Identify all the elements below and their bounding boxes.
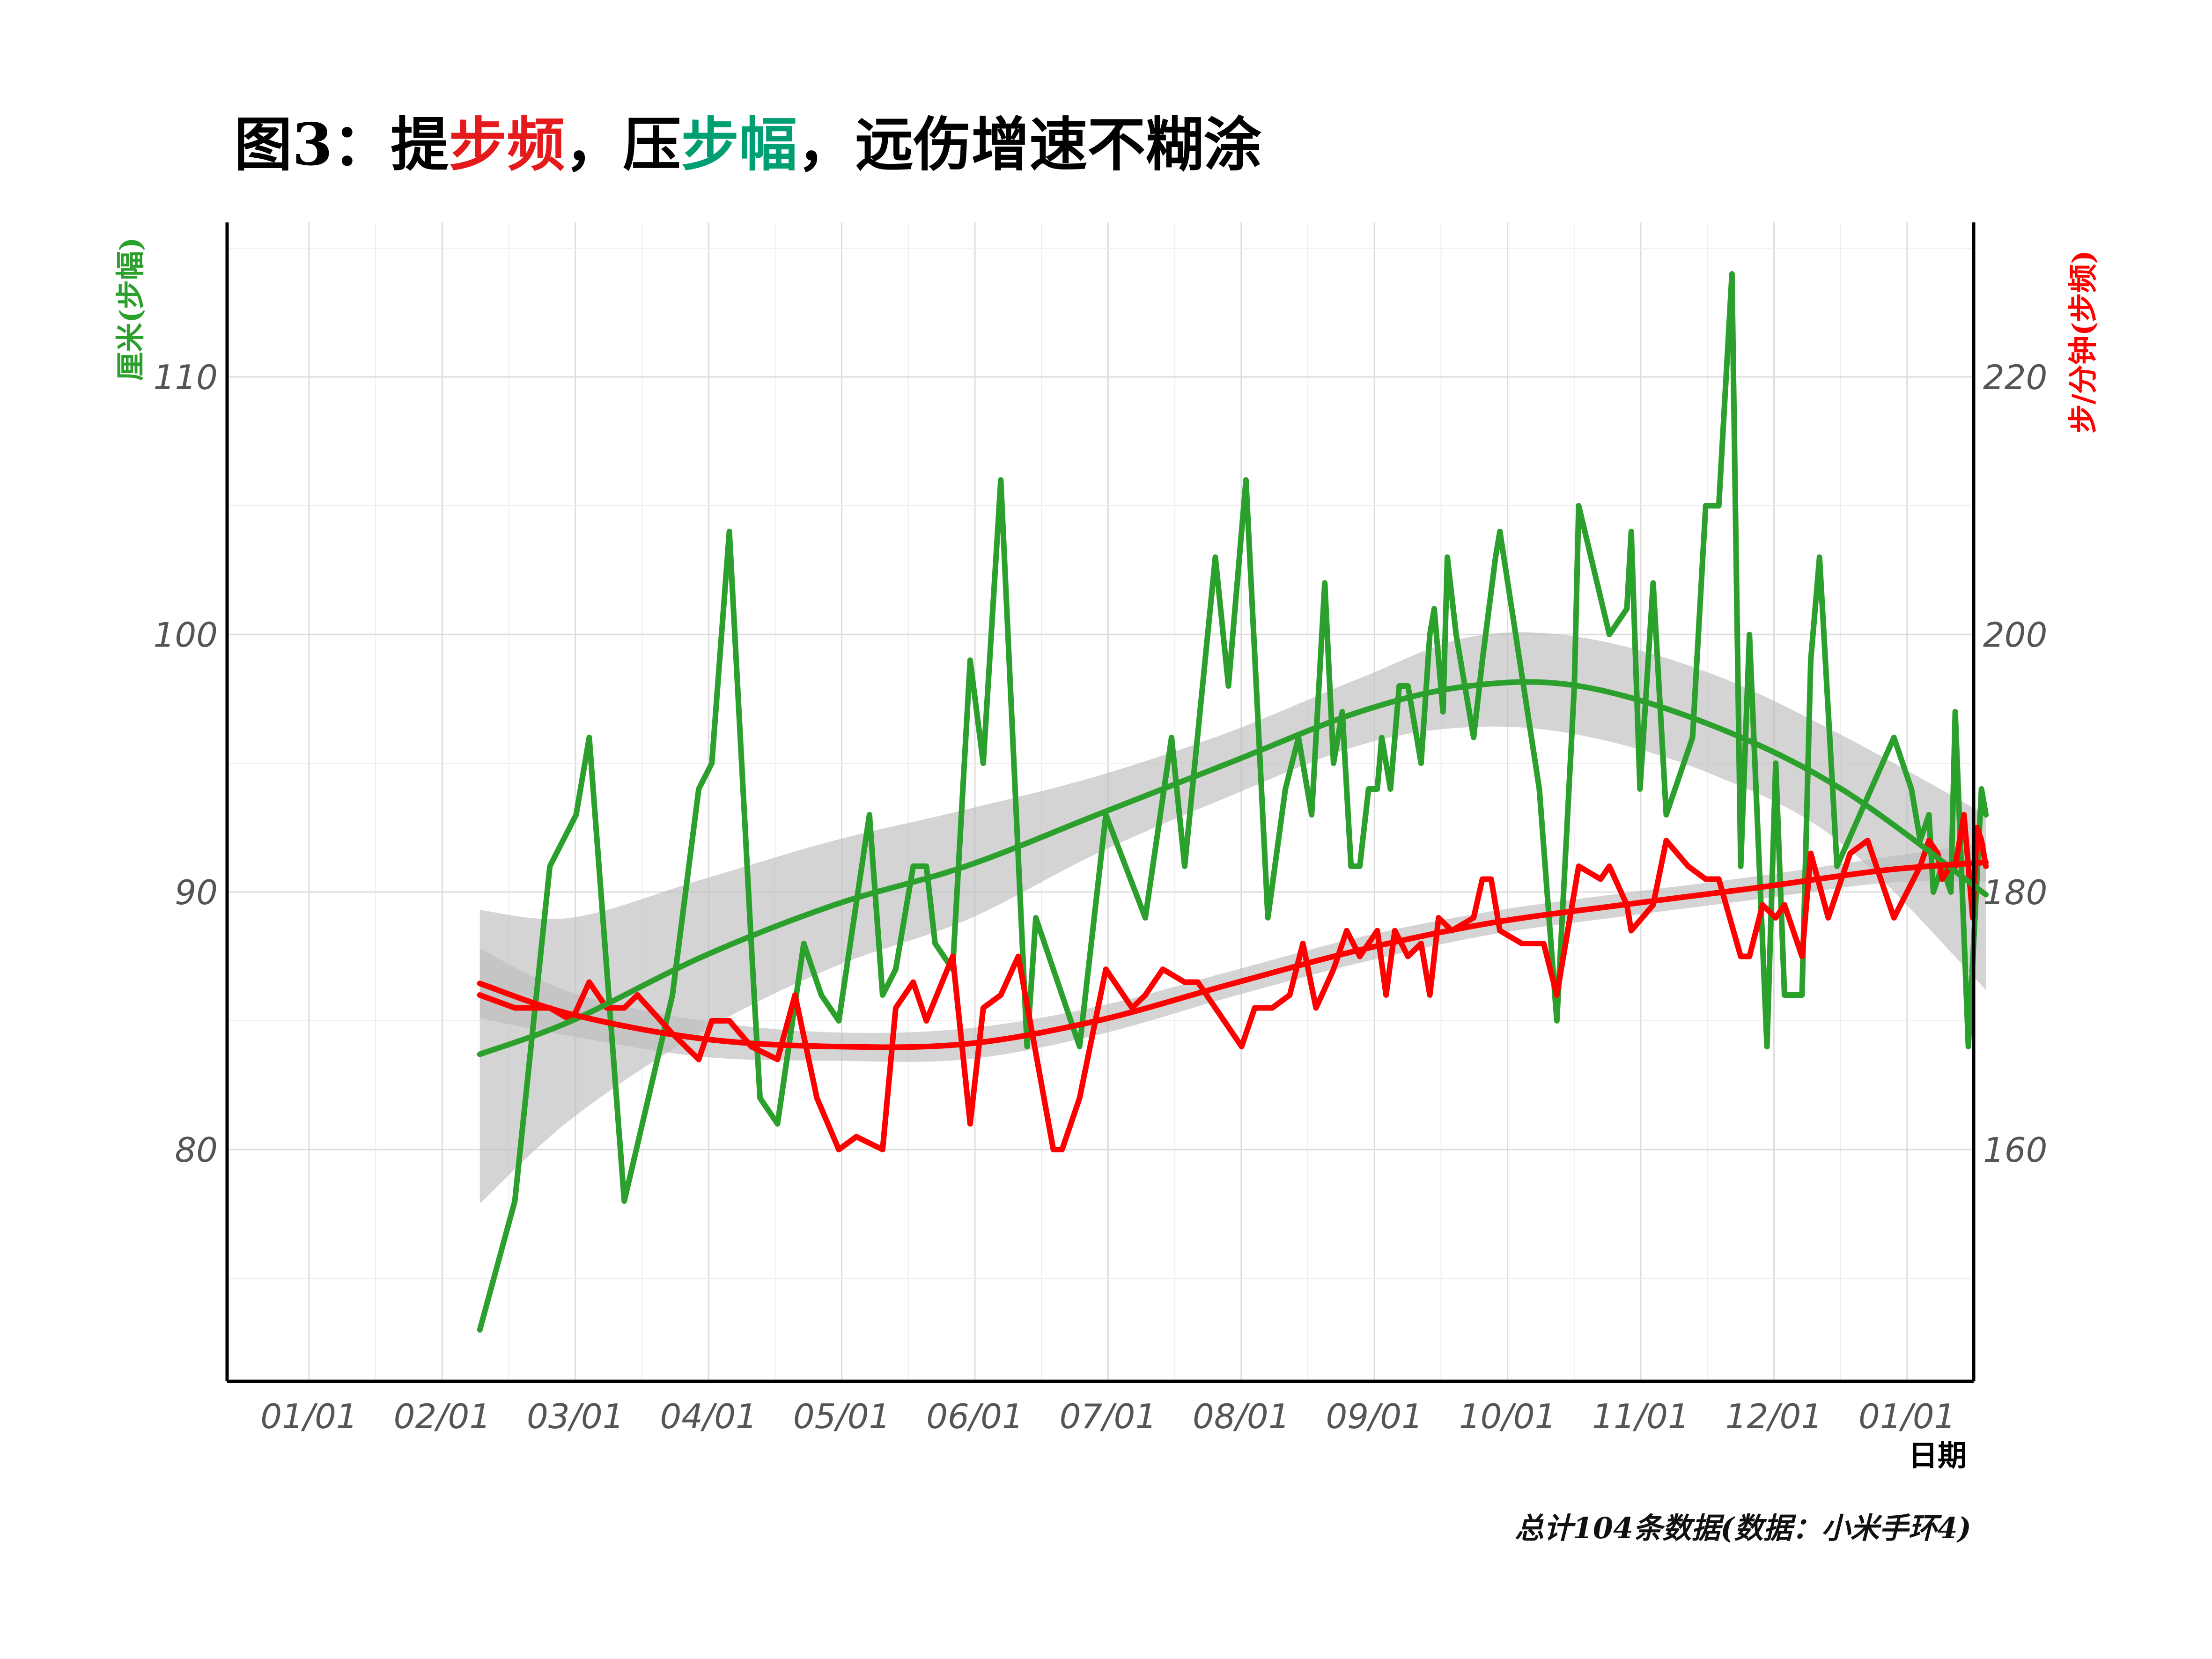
left-y-tick-label: 80 [175, 1130, 218, 1170]
left-y-axis-title: 厘米(步幅) [113, 237, 147, 381]
title-stride-word: 步幅 [681, 111, 797, 179]
left-y-tick-label: 100 [154, 615, 218, 655]
right-y-tick-label: 220 [1983, 358, 2047, 397]
caption: 总计104条数据(数据：小米手环4) [1515, 1511, 1971, 1545]
x-tick-label: 09/01 [1326, 1397, 1423, 1436]
title-suffix: ，远伤增速不糊涂 [797, 111, 1261, 179]
x-tick-label: 03/01 [527, 1397, 624, 1436]
x-tick-label: 07/01 [1060, 1397, 1157, 1436]
x-tick-label: 04/01 [660, 1397, 757, 1436]
right-y-tick-label: 200 [1983, 615, 2047, 655]
stride-series-line [477, 271, 1989, 1333]
tick-labels: 01/01 02/01 03/01 04/01 05/01 06/01 07/01 08/01… [154, 358, 2048, 1436]
right-y-axis-title: 步/分钟(步频) [2066, 250, 2100, 433]
confidence-bands [479, 632, 1986, 1204]
x-tick-label: 01/01 [1858, 1397, 1956, 1436]
title-freq-word: 步频 [449, 111, 565, 179]
x-tick-label: 10/01 [1459, 1397, 1556, 1436]
x-axis-title: 日期 [1909, 1438, 1967, 1473]
stride-confidence-band [479, 632, 1986, 1204]
trend-lines [477, 679, 1989, 1057]
title-mid: ，压 [565, 111, 681, 179]
cadence-trend-line [477, 859, 1989, 1050]
series-lines [477, 271, 1989, 1333]
x-tick-label: 06/01 [926, 1397, 1024, 1436]
x-tick-label: 12/01 [1725, 1397, 1823, 1436]
left-y-tick-label: 90 [175, 873, 218, 912]
x-tick-label: 11/01 [1592, 1397, 1689, 1436]
right-y-tick-label: 160 [1983, 1130, 2047, 1170]
x-tick-label: 08/01 [1193, 1397, 1290, 1436]
cadence-confidence-band [479, 843, 1986, 1062]
chart-title: 图3：提步频，压步幅，远伤增速不糊涂 [234, 111, 1261, 179]
x-tick-label: 01/01 [260, 1397, 358, 1436]
stride-trend-line [477, 679, 1989, 1057]
x-tick-label: 02/01 [394, 1397, 491, 1436]
x-tick-label: 05/01 [793, 1397, 891, 1436]
cadence-series-line [477, 812, 1989, 1152]
right-y-tick-label: 180 [1983, 873, 2047, 912]
left-y-tick-label: 110 [154, 358, 218, 397]
title-prefix: 图3：提 [234, 111, 449, 179]
